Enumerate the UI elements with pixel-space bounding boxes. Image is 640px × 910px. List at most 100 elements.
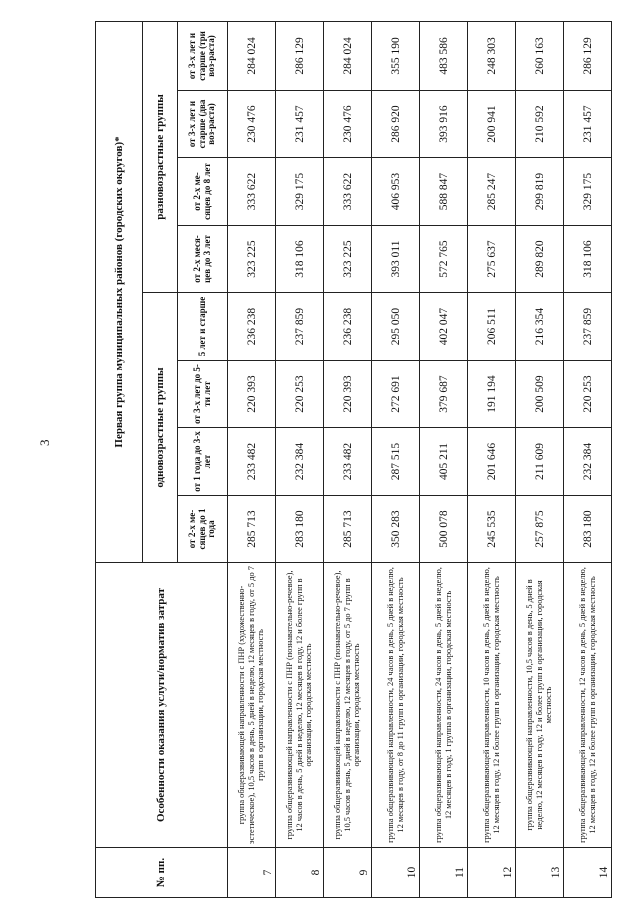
cost-value: 275 637 [467,225,516,293]
cost-value: 402 047 [419,292,468,361]
cost-value: 329 175 [563,157,612,226]
cost-value: 299 819 [515,157,564,226]
cost-value: 393 916 [419,90,468,158]
cost-value: 379 687 [419,360,468,428]
cost-value: 483 586 [419,21,468,91]
header-description: Особенности оказания услуги/норматив зат… [95,562,228,848]
cost-value: 220 253 [563,360,612,428]
row-description: группа общеразвивающей направленности, 2… [419,562,468,848]
header-group-title: Первая группа муниципальных районов (гор… [95,21,143,563]
table-row: 13 группа общеразвивающей направленности,… [515,21,564,898]
row-number: 12 [467,847,516,898]
cost-value: 191 194 [467,360,516,428]
row-number: 8 [275,847,324,898]
row-description: группа общеразвивающей направленности, 2… [371,562,420,848]
row-number: 7 [227,847,276,898]
subheader-age: от 2-х ме-сяцев до 1 года [177,495,228,563]
subheader-age: от 3-х лет и старше (два воз-раста) [177,90,228,158]
cost-value: 232 384 [275,427,324,496]
table-row: 11 группа общеразвивающей направленности,… [419,21,468,898]
header-number: № пп. [95,847,228,898]
table-row: 10 группа общеразвивающей направленности,… [371,21,420,898]
cost-value: 285 247 [467,157,516,226]
row-description: группа общеразвивающей направленности, 1… [467,562,516,848]
cost-value: 231 457 [275,90,324,158]
subheader-age: от 3-х лет до 5-ти лет [177,360,228,428]
cost-value: 216 354 [515,292,564,361]
cost-value: 211 609 [515,427,564,496]
subheader-age: от 1 года до 3-х лет [177,427,228,496]
cost-value: 283 180 [563,495,612,563]
cost-value: 201 646 [467,427,516,496]
cost-value: 295 050 [371,292,420,361]
subheader-age: от 2-х ме-сяцев до 8 лет [177,157,228,226]
page-number: 3 [37,439,52,447]
cost-value: 333 622 [323,157,372,226]
cost-value: 393 011 [371,225,420,293]
cost-value: 318 106 [275,225,324,293]
row-description: группа общеразвивающей направленности с … [323,562,372,848]
cost-value: 237 859 [563,292,612,361]
rotated-page: 3 № пп. Особенности оказания услуги/норм… [37,21,617,898]
cost-value: 286 129 [563,21,612,91]
cost-value: 405 211 [419,427,468,496]
row-number: 14 [563,847,612,898]
cost-value: 285 713 [323,495,372,563]
subheader-age: от 2-х меся-цев до 3 лет [177,225,228,293]
row-description: группа общеразвивающей направленности с … [275,562,324,848]
cost-norms-table: № пп. Особенности оказания услуги/нормат… [95,21,612,898]
row-number: 11 [419,847,468,898]
cost-value: 588 847 [419,157,468,226]
cost-value: 323 225 [227,225,276,293]
cost-value: 260 163 [515,21,564,91]
cost-value: 286 129 [275,21,324,91]
cost-value: 350 283 [371,495,420,563]
header-same-age: одновозрастные группы [142,292,178,563]
cost-value: 272 691 [371,360,420,428]
table-row: 14 группа общеразвивающей направленности,… [563,21,612,898]
cost-value: 323 225 [323,225,372,293]
cost-value: 257 875 [515,495,564,563]
cost-value: 286 920 [371,90,420,158]
row-number: 10 [371,847,420,898]
cost-value: 210 592 [515,90,564,158]
table-row: 7 группа общеразвивающей направленности с… [227,21,276,898]
table-row: 8 группа общеразвивающей направленности с… [275,21,324,898]
cost-value: 283 180 [275,495,324,563]
row-number: 9 [323,847,372,898]
cost-value: 406 953 [371,157,420,226]
cost-value: 237 859 [275,292,324,361]
cost-value: 200 941 [467,90,516,158]
cost-value: 572 765 [419,225,468,293]
cost-value: 248 303 [467,21,516,91]
table-row: 12 группа общеразвивающей направленности,… [467,21,516,898]
cost-value: 355 190 [371,21,420,91]
cost-value: 287 515 [371,427,420,496]
cost-value: 333 622 [227,157,276,226]
cost-value: 233 482 [323,427,372,496]
cost-value: 329 175 [275,157,324,226]
cost-value: 231 457 [563,90,612,158]
subheader-age: от 3-х лет и старше (три воз-раста) [177,21,228,91]
cost-value: 233 482 [227,427,276,496]
cost-value: 318 106 [563,225,612,293]
cost-value: 206 511 [467,292,516,361]
cost-value: 236 238 [227,292,276,361]
row-number: 13 [515,847,564,898]
cost-value: 289 820 [515,225,564,293]
cost-value: 232 384 [563,427,612,496]
row-description: группа общеразвивающей направленности, 1… [515,562,564,848]
header-mixed-age: разновозрастные группы [142,21,178,293]
cost-value: 220 393 [323,360,372,428]
row-description: группа общеразвивающей направленности с … [227,562,276,848]
table-row: 9 группа общеразвивающей направленности с… [323,21,372,898]
cost-value: 284 024 [227,21,276,91]
cost-value: 200 509 [515,360,564,428]
cost-value: 230 476 [323,90,372,158]
cost-value: 220 253 [275,360,324,428]
cost-value: 285 713 [227,495,276,563]
cost-value: 284 024 [323,21,372,91]
cost-value: 220 393 [227,360,276,428]
row-description: группа общеразвивающей направленности, 1… [563,562,612,848]
cost-value: 230 476 [227,90,276,158]
